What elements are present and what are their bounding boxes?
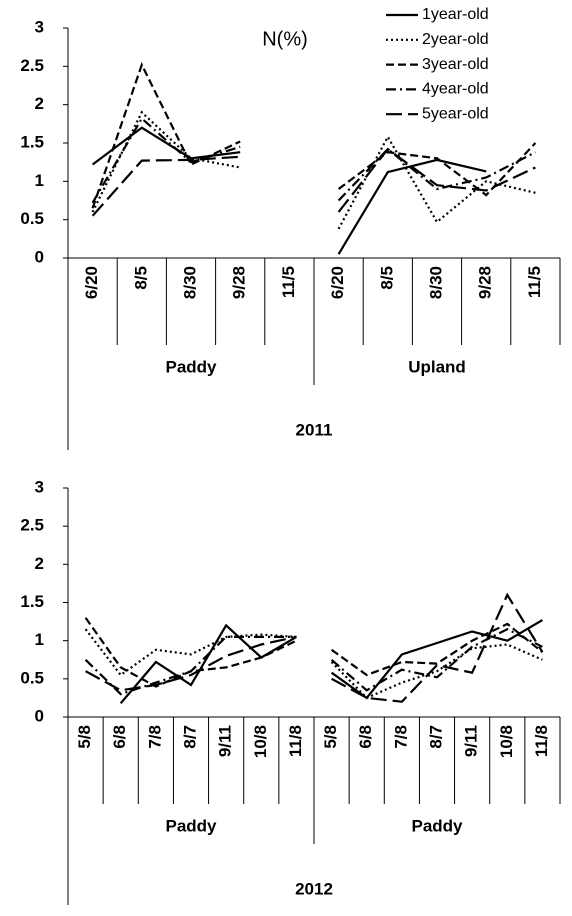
y-tick-label: 3 [35, 17, 44, 36]
x-tick-label: 5/8 [75, 725, 94, 749]
x-tick-label: 8/5 [377, 266, 396, 290]
x-tick-label: 9/11 [462, 725, 481, 757]
y-tick-label: 1 [35, 171, 44, 190]
series-line [91, 110, 536, 230]
chart-title: N(%) [262, 28, 308, 50]
x-tick-label: 9/11 [216, 725, 235, 757]
x-tick-label: 9/28 [230, 266, 249, 299]
x-axis-label: 2011 [296, 420, 333, 439]
y-tick-label: 3 [35, 477, 44, 496]
y-tick-label: 0.5 [20, 209, 44, 228]
y-tick-label: 2.5 [20, 56, 44, 75]
x-tick-label: 6/8 [356, 725, 375, 749]
y-tick-label: 0.5 [20, 668, 44, 687]
x-tick-label: 8/30 [426, 266, 445, 299]
x-tick-label: 6/8 [110, 725, 129, 749]
x-tick-label: 7/8 [145, 725, 164, 749]
y-tick-label: 2 [35, 554, 44, 573]
x-tick-label: 11/5 [525, 266, 544, 298]
series-line [85, 592, 544, 703]
series-line [84, 617, 544, 688]
x-tick-label: 8/7 [426, 725, 445, 749]
group-label: Paddy [165, 357, 217, 376]
y-tick-label: 0 [35, 706, 44, 725]
group-label: Paddy [165, 816, 217, 835]
x-tick-label: 11/8 [286, 725, 305, 757]
x-tick-label: 8/5 [131, 266, 150, 290]
x-tick-label: 8/7 [180, 725, 199, 749]
x-tick-label: 11/8 [532, 725, 551, 757]
x-tick-label: 11/5 [279, 266, 298, 298]
x-tick-label: 6/20 [328, 266, 347, 299]
legend-label: 1year-old [422, 6, 489, 23]
legend-label: 5year-old [422, 105, 489, 122]
series-line [119, 619, 543, 705]
x-tick-label: 8/30 [180, 266, 199, 299]
series-line [91, 126, 487, 255]
x-tick-label: 7/8 [391, 725, 410, 749]
series-line [84, 628, 543, 700]
x-tick-label: 6/20 [82, 266, 101, 299]
series-line [84, 627, 543, 696]
y-tick-label: 1 [35, 630, 44, 649]
group-label: Upland [408, 357, 466, 376]
series-line [91, 147, 536, 217]
legend-label: 4year-old [422, 81, 489, 98]
group-label: Paddy [411, 816, 463, 835]
series-line [91, 61, 537, 209]
legend-label: 2year-old [422, 31, 489, 48]
x-tick-label: 10/8 [251, 725, 270, 758]
x-tick-label: 9/28 [476, 266, 495, 299]
x-axis-label: 2012 [295, 879, 333, 898]
y-tick-label: 1.5 [20, 592, 44, 611]
x-tick-label: 10/8 [497, 725, 516, 758]
y-tick-label: 0 [35, 247, 44, 266]
y-tick-label: 2.5 [20, 516, 44, 535]
y-tick-label: 2 [35, 94, 44, 113]
x-tick-label: 5/8 [321, 725, 340, 749]
legend-label: 3year-old [422, 56, 489, 73]
y-tick-label: 1.5 [20, 132, 44, 151]
series-line [91, 116, 536, 204]
